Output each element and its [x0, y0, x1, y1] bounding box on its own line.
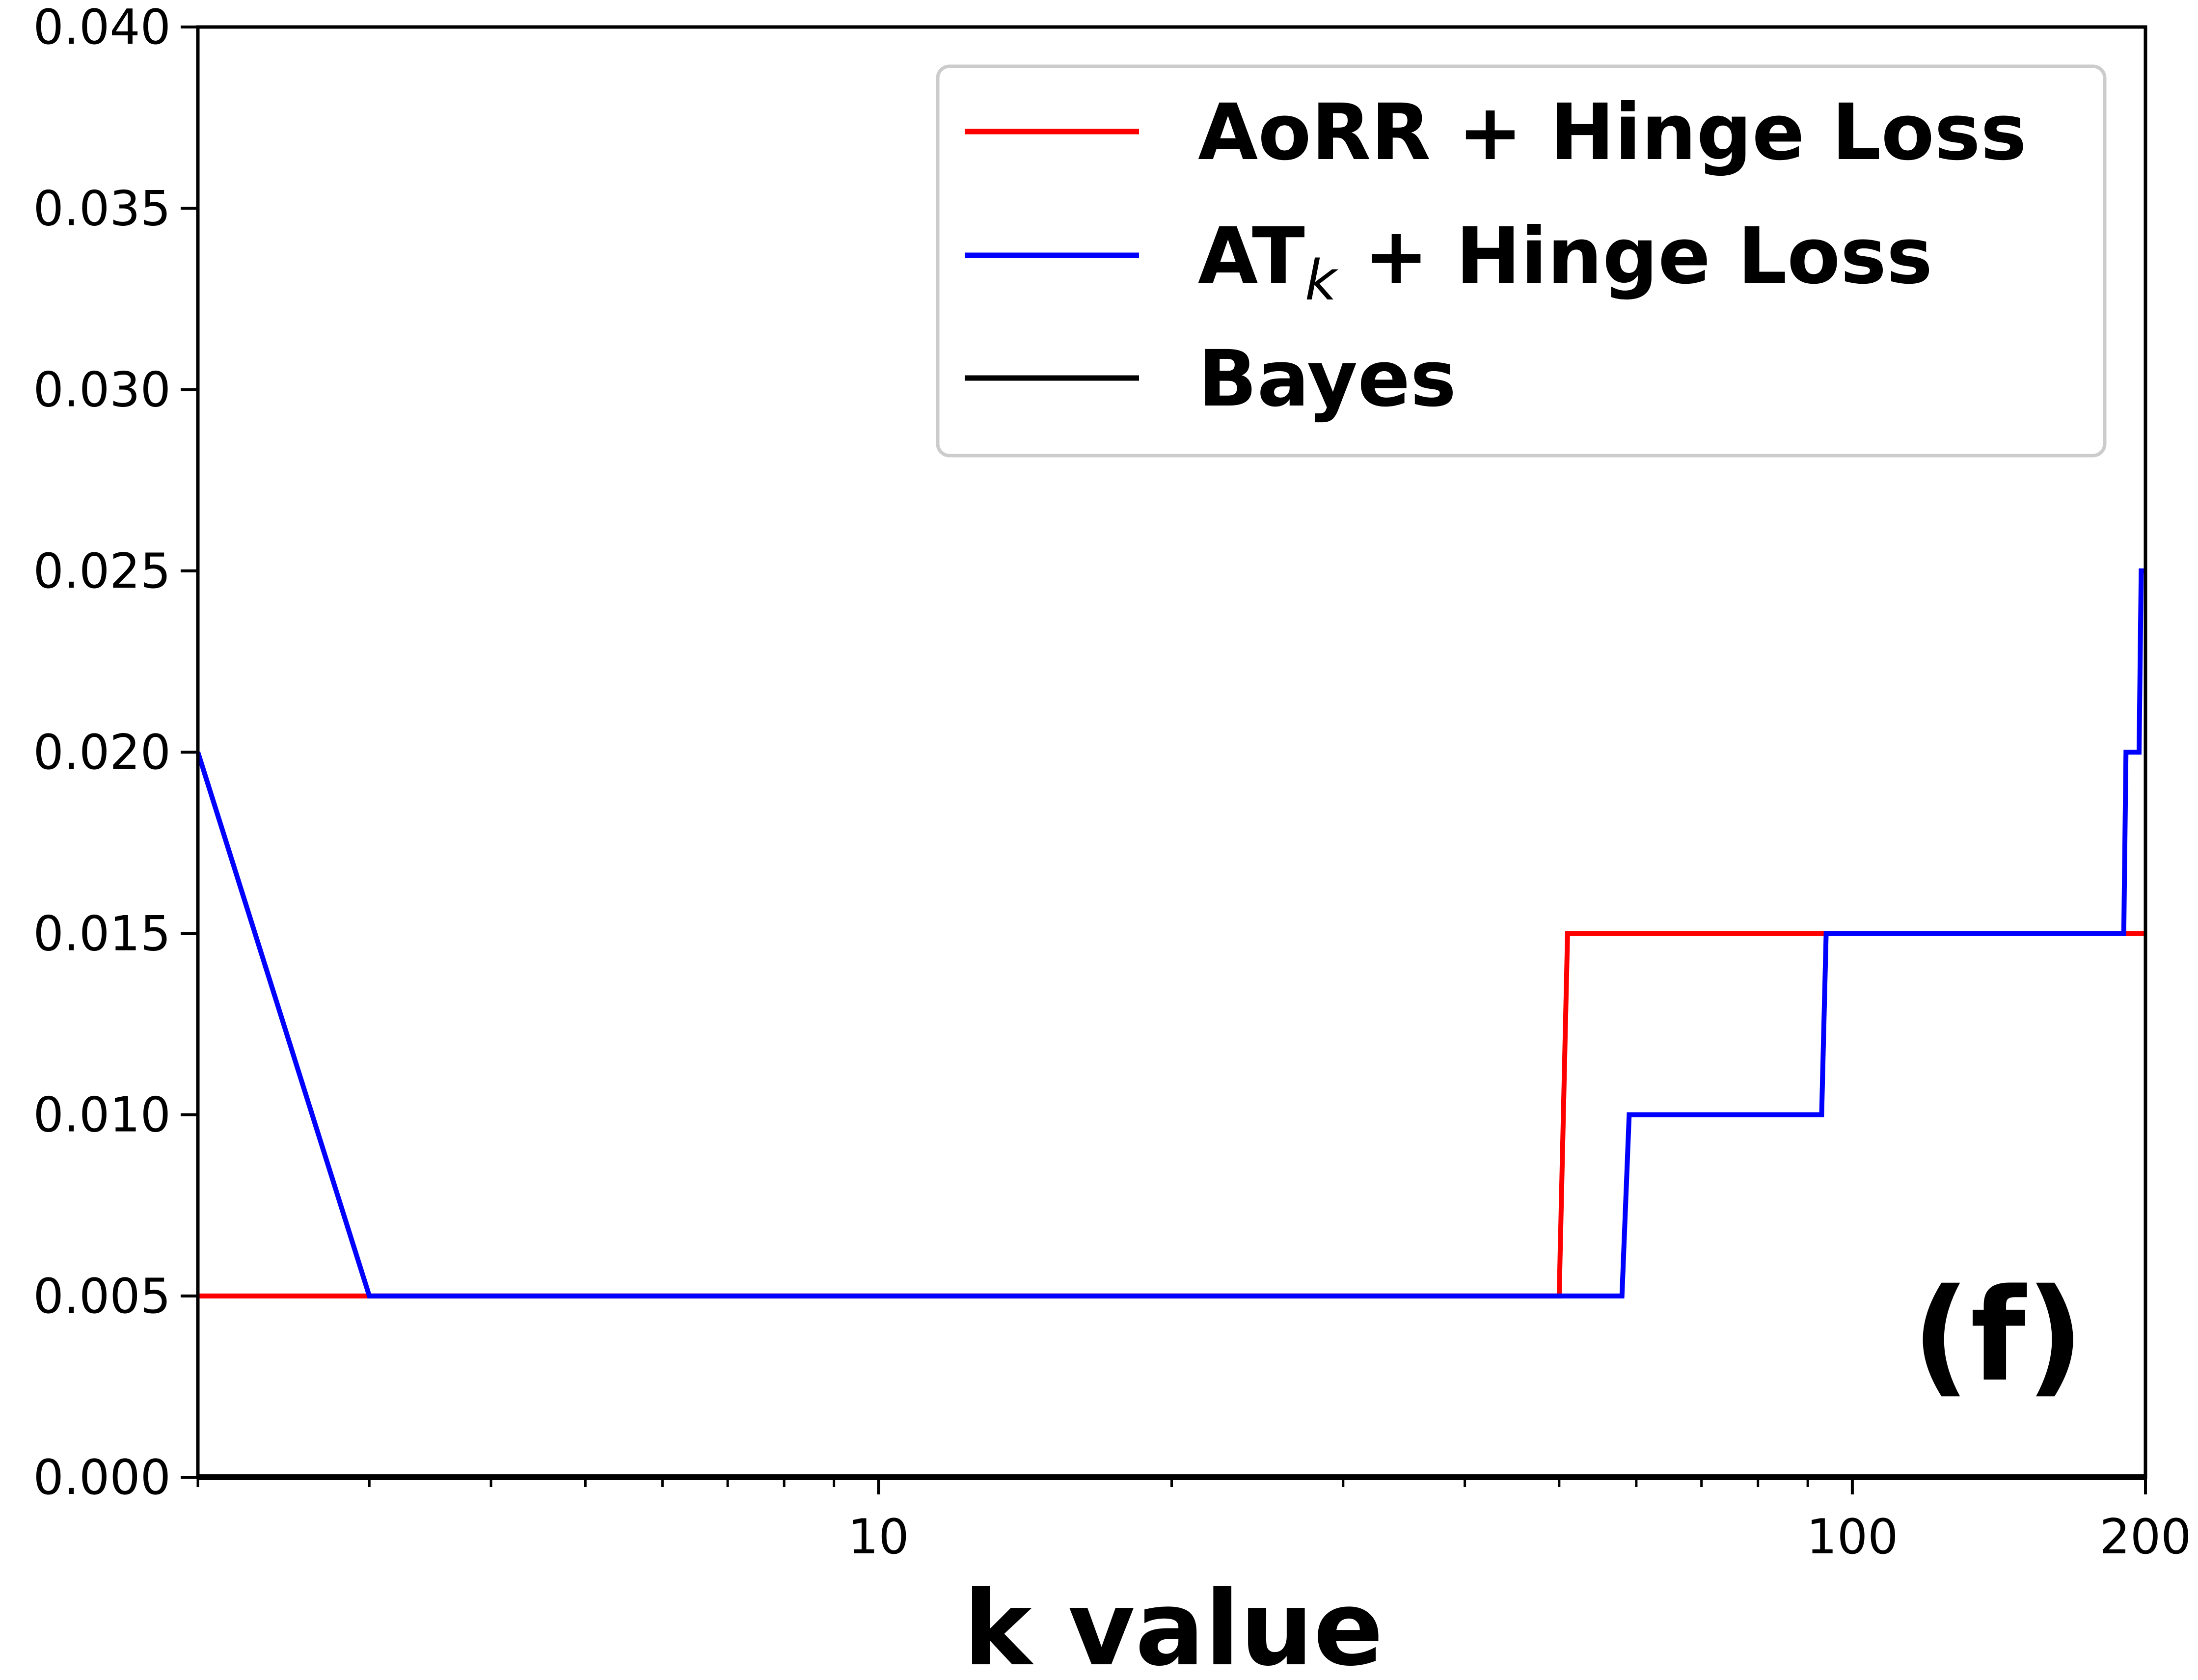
y-tick-label: 0.000 — [33, 1450, 171, 1506]
y-tick-label: 0.015 — [33, 906, 171, 962]
x-tick-label: 200 — [2099, 1509, 2191, 1565]
x-axis-label: k value — [963, 1569, 1383, 1680]
y-tick-label: 0.010 — [33, 1087, 171, 1143]
y-tick-label: 0.025 — [33, 543, 171, 599]
legend-label: AoRR + Hinge Loss — [1198, 87, 2027, 178]
legend-box — [936, 64, 2107, 458]
y-tick-label: 0.030 — [33, 362, 171, 418]
series-lines — [195, 568, 2145, 1480]
series-line-2 — [195, 568, 2145, 1299]
y-tick-label: 0.005 — [33, 1269, 171, 1325]
x-tick-label: 10 — [848, 1509, 909, 1565]
y-tick-label: 0.040 — [33, 0, 171, 55]
x-tick-label: 100 — [1806, 1509, 1898, 1565]
panel-label: (f) — [1912, 1262, 2084, 1410]
axis-ticks: 0.000 0.005 0.010 0.015 0.020 0.025 0.030 0.035… — [33, 0, 2191, 1565]
legend-label: Bayes — [1198, 334, 1456, 424]
series-line-1 — [198, 931, 2145, 1299]
plot-frame — [196, 25, 2147, 1479]
y-tick-label: 0.020 — [33, 725, 171, 781]
y-tick-label: 0.035 — [33, 181, 171, 237]
